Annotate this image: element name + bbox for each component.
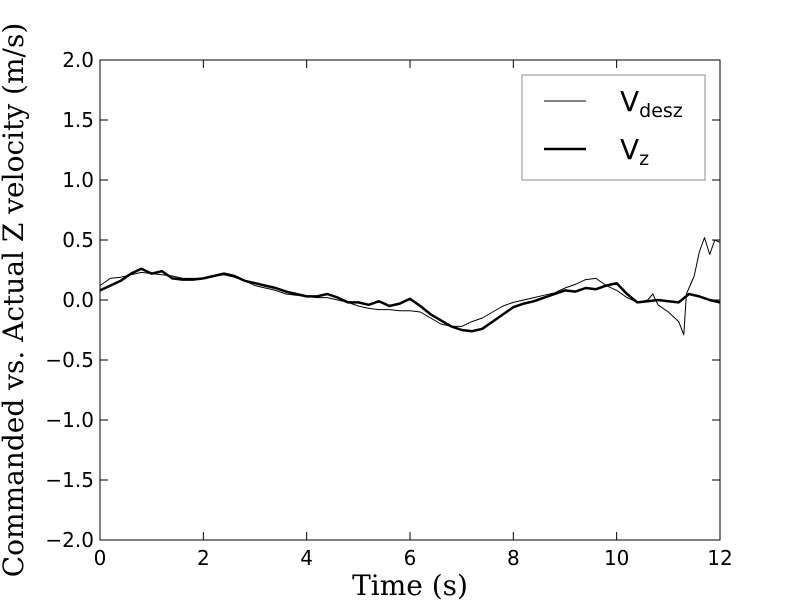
y-tick-label: −1.5 [45,468,94,492]
y-tick-label: −0.5 [45,348,94,372]
x-axis-title: Time (s) [352,569,468,600]
y-tick-label: 0.5 [62,228,94,252]
x-tick-label: 12 [707,546,732,570]
y-tick-label: 1.5 [62,108,94,132]
legend-label-vz: Vz [620,133,649,170]
x-tick-label: 0 [94,546,107,570]
x-tick-label: 2 [197,546,210,570]
x-tick-label: 10 [604,546,629,570]
y-tick-label: 0.0 [62,288,94,312]
y-tick-label: −1.0 [45,408,94,432]
legend: Vdesz Vz [521,74,706,181]
y-tick-label: 2.0 [62,48,94,72]
x-tick-label: 6 [404,546,417,570]
y-axis-title: Commanded vs. Actual Z velocity (m/s) [0,23,30,578]
legend-box [521,74,706,181]
y-tick-label: 1.0 [62,168,94,192]
x-tick-label: 4 [300,546,313,570]
legend-label-vdesz: Vdesz [620,85,683,122]
series-line-vz [99,267,721,333]
y-tick-label: −2.0 [45,528,94,552]
x-tick-label: 8 [507,546,520,570]
